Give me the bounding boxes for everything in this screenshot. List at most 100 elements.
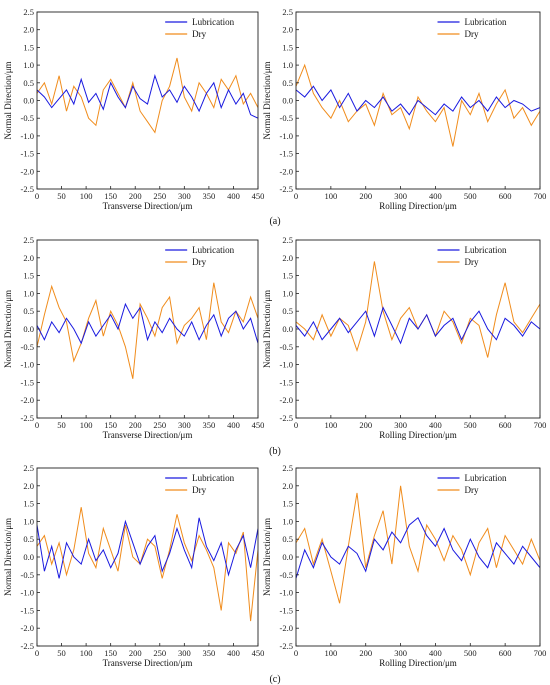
- y-tick-label: -1.5: [21, 149, 34, 159]
- y-tick-label: -2.0: [21, 623, 34, 633]
- y-axis-title: Normal Direction/μm: [3, 518, 13, 596]
- x-tick-label: 0: [35, 420, 39, 430]
- legend-label-lubrication: Lubrication: [465, 473, 507, 483]
- chart-4: 0 100 200 300 400 500 600 700 -2.5 -2.0 -1.5 -1.0 -0…: [262, 235, 546, 440]
- y-tick-label: 2.5: [282, 235, 293, 245]
- legend-label-lubrication: Lubrication: [465, 17, 507, 27]
- x-tick-label: 600: [499, 420, 512, 430]
- y-tick-label: 2.0: [282, 253, 293, 263]
- y-tick-label: -2.5: [21, 641, 34, 651]
- y-tick-label: -0.5: [21, 113, 34, 123]
- y-tick-label: -2.0: [280, 623, 293, 633]
- x-tick-label: 700: [534, 420, 547, 430]
- legend-label-lubrication: Lubrication: [192, 17, 234, 27]
- y-tick-label: 2.5: [282, 463, 293, 473]
- x-tick-label: 200: [129, 191, 142, 201]
- panel-label-a: (a): [269, 216, 280, 227]
- y-tick-label: 1.0: [282, 60, 293, 70]
- y-axis-title: Normal Direction/μm: [3, 290, 13, 368]
- y-tick-label: 0.5: [282, 78, 293, 88]
- x-tick-label: 450: [252, 648, 265, 658]
- x-tick-label: 400: [429, 191, 442, 201]
- x-tick-label: 250: [153, 191, 166, 201]
- x-tick-label: 150: [104, 191, 117, 201]
- x-tick-label: 300: [394, 191, 407, 201]
- x-axis-title: Rolling Direction/μm: [379, 201, 457, 211]
- y-tick-label: -1.0: [280, 360, 293, 370]
- y-tick-label: -2.5: [21, 184, 34, 194]
- x-tick-label: 100: [80, 191, 93, 201]
- y-tick-label: -1.5: [280, 149, 293, 159]
- y-tick-label: -1.0: [280, 131, 293, 141]
- x-tick-label: 200: [129, 420, 142, 430]
- y-tick-label: 0.0: [282, 324, 293, 334]
- y-tick-label: 2.0: [23, 481, 34, 491]
- series-line-lubrication: [37, 302, 258, 345]
- y-tick-label: -1.5: [280, 605, 293, 615]
- x-axis-title: Transverse Direction/μm: [103, 658, 193, 668]
- legend-label-lubrication: Lubrication: [465, 245, 507, 255]
- chart-1: 0 50 100 150 200 250 300 350 400 450 -2.5 -2.0 -1.5 -…: [3, 7, 264, 211]
- y-tick-label: 0.5: [282, 306, 293, 316]
- x-tick-label: 0: [35, 191, 39, 201]
- y-tick-label: 0.5: [23, 534, 34, 544]
- x-tick-label: 300: [178, 420, 191, 430]
- x-tick-label: 0: [294, 191, 298, 201]
- y-tick-label: 2.0: [282, 25, 293, 35]
- y-tick-label: 1.5: [282, 499, 293, 509]
- y-tick-label: 2.5: [23, 7, 34, 17]
- x-tick-label: 300: [394, 420, 407, 430]
- x-axis-title: Transverse Direction/μm: [103, 430, 193, 440]
- y-tick-label: 1.5: [282, 271, 293, 281]
- x-tick-label: 100: [80, 420, 93, 430]
- x-axis-title: Rolling Direction/μm: [379, 658, 457, 668]
- plot-frame: [36, 239, 259, 419]
- y-tick-label: -0.5: [21, 342, 34, 352]
- x-tick-label: 500: [464, 420, 477, 430]
- y-tick-label: 2.5: [23, 463, 34, 473]
- legend-label-dry: Dry: [465, 485, 479, 495]
- x-tick-label: 400: [429, 648, 442, 658]
- y-tick-label: -1.5: [280, 377, 293, 387]
- y-tick-label: -1.5: [21, 605, 34, 615]
- x-tick-label: 400: [227, 648, 240, 658]
- x-tick-label: 600: [499, 648, 512, 658]
- x-tick-label: 400: [227, 420, 240, 430]
- x-tick-label: 200: [359, 191, 372, 201]
- y-tick-label: 1.0: [23, 288, 34, 298]
- series-line-lubrication: [37, 517, 258, 579]
- x-tick-label: 0: [294, 420, 298, 430]
- y-tick-label: 1.5: [282, 42, 293, 52]
- y-axis-title: Normal Direction/μm: [3, 61, 13, 139]
- y-tick-label: 0.0: [23, 324, 34, 334]
- x-tick-label: 100: [324, 648, 337, 658]
- y-tick-label: -1.0: [21, 131, 34, 141]
- x-tick-label: 600: [499, 191, 512, 201]
- x-tick-label: 350: [203, 420, 216, 430]
- y-tick-label: -0.5: [280, 113, 293, 123]
- y-tick-label: 0.0: [23, 552, 34, 562]
- y-tick-label: -2.0: [280, 395, 293, 405]
- y-axis-title: Normal Direction/μm: [262, 61, 272, 139]
- y-tick-label: -2.5: [280, 413, 293, 423]
- x-tick-label: 50: [57, 191, 66, 201]
- y-tick-label: -1.0: [21, 360, 34, 370]
- y-tick-label: 0.5: [23, 306, 34, 316]
- y-tick-label: 1.0: [23, 516, 34, 526]
- series-line-dry: [37, 507, 258, 622]
- x-tick-label: 250: [153, 420, 166, 430]
- x-tick-label: 300: [178, 648, 191, 658]
- x-tick-label: 400: [227, 191, 240, 201]
- y-tick-label: -2.5: [280, 641, 293, 651]
- y-tick-label: 0.0: [282, 552, 293, 562]
- y-tick-label: 2.0: [282, 481, 293, 491]
- y-tick-label: 2.5: [23, 235, 34, 245]
- panel-label-b: (b): [269, 446, 281, 457]
- y-tick-label: 1.0: [282, 516, 293, 526]
- series-line-lubrication: [296, 517, 540, 579]
- x-tick-label: 250: [153, 648, 166, 658]
- x-axis-title: Rolling Direction/μm: [379, 430, 457, 440]
- x-tick-label: 200: [129, 648, 142, 658]
- y-tick-label: 1.0: [23, 60, 34, 70]
- x-tick-label: 150: [104, 648, 117, 658]
